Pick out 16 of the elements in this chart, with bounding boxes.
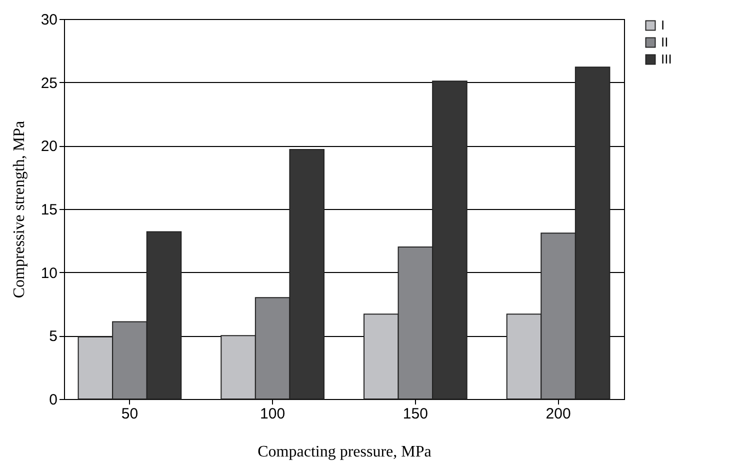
y-tick-label: 30 bbox=[40, 12, 58, 28]
x-tick-label: 100 bbox=[260, 406, 286, 422]
y-tick-label: 0 bbox=[49, 392, 58, 408]
x-tick-label: 50 bbox=[121, 406, 138, 422]
y-tick-label: 5 bbox=[49, 328, 58, 346]
legend-label: II bbox=[661, 34, 668, 50]
legend-label: III bbox=[661, 52, 672, 66]
y-tick-label: 25 bbox=[40, 74, 58, 92]
y-tick-label: 20 bbox=[40, 138, 58, 156]
x-axis-title: Compacting pressure, MPa bbox=[258, 444, 432, 460]
y-axis-title: Compressive strength, MPa bbox=[10, 120, 28, 298]
y-tick-label: 10 bbox=[40, 264, 58, 282]
y-tick-label: 15 bbox=[40, 202, 58, 218]
legend-label: I bbox=[661, 18, 665, 32]
x-tick-label: 150 bbox=[402, 406, 428, 422]
x-tick-label: 200 bbox=[546, 406, 571, 422]
